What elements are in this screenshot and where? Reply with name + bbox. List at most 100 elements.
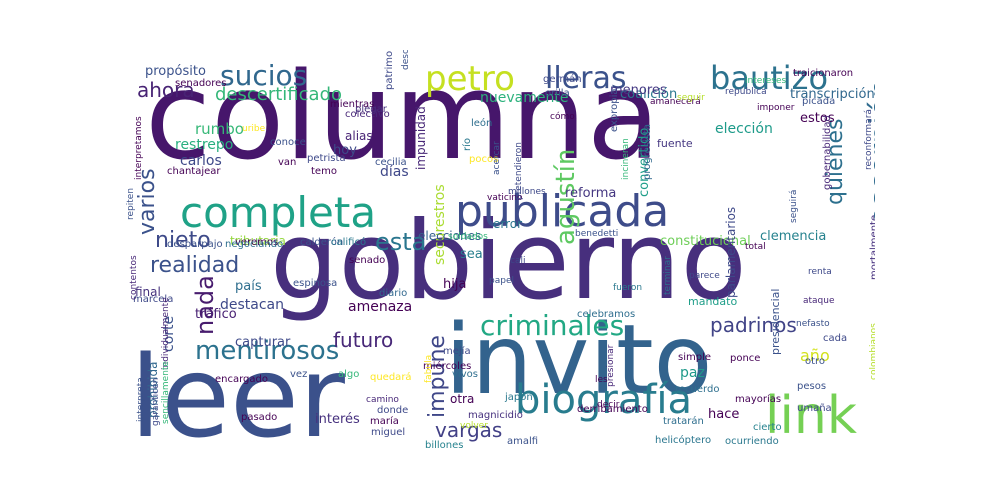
- word: traicionaron: [793, 68, 854, 79]
- word: intereses: [745, 76, 787, 86]
- word: acercar: [492, 141, 502, 175]
- word: colombianos: [869, 323, 875, 380]
- word: terminar: [663, 256, 673, 295]
- word: incineran: [621, 138, 631, 180]
- word: otro: [805, 356, 826, 367]
- word: tratarán: [663, 416, 704, 427]
- word: días: [380, 164, 409, 180]
- word: papel: [489, 276, 514, 286]
- word: pesos: [797, 381, 827, 392]
- word: seguirá: [789, 189, 799, 223]
- word: germán: [543, 74, 582, 85]
- word: benedetti: [575, 229, 619, 239]
- word: hoy: [333, 143, 357, 158]
- word: leer: [130, 333, 345, 450]
- word: mentirosos: [195, 336, 340, 366]
- word: derribamiento: [577, 404, 648, 415]
- word: biografía: [515, 377, 693, 423]
- word: sencillamente: [161, 361, 171, 424]
- word: restrepo: [175, 137, 234, 153]
- word: uribe: [242, 124, 266, 134]
- word: ataque: [803, 296, 835, 306]
- word: veremos: [235, 237, 279, 248]
- word: león: [471, 118, 493, 129]
- word: cómo: [550, 112, 575, 122]
- word: progresista: [642, 124, 653, 180]
- word: destacan: [220, 297, 285, 313]
- word: negociando: [225, 239, 284, 250]
- word: vaticino: [487, 193, 523, 203]
- word: vez: [290, 369, 308, 380]
- word: link: [765, 386, 857, 446]
- word: colectivo: [345, 109, 390, 120]
- word: espinosa: [293, 278, 338, 289]
- word: otra: [450, 392, 475, 406]
- word: sucios: [220, 59, 308, 92]
- word: imponer: [757, 103, 795, 113]
- word: esta: [375, 228, 427, 256]
- word: cada: [823, 333, 848, 344]
- word: presionar: [606, 344, 616, 387]
- word: ahora: [137, 78, 195, 102]
- word: pasado: [241, 412, 278, 423]
- word: mientras: [330, 99, 375, 110]
- word: temo: [311, 166, 337, 177]
- word: padrinos: [710, 313, 797, 337]
- word: bautizo: [710, 59, 829, 97]
- word: tributaria: [230, 234, 286, 248]
- word: marcela: [133, 294, 174, 305]
- word: fueron: [613, 283, 643, 293]
- word: interés: [315, 412, 360, 427]
- word: gobernabilidad: [822, 115, 833, 190]
- word: menores: [610, 83, 667, 98]
- word: renta: [808, 267, 832, 277]
- word: interpreta: [136, 377, 146, 422]
- word: criminales: [480, 309, 625, 342]
- word: chantajear: [167, 166, 221, 177]
- word: picada: [802, 96, 836, 107]
- word: simple: [678, 352, 712, 363]
- word: donde: [377, 405, 409, 416]
- word: calificó: [331, 237, 367, 248]
- word: capturar: [235, 335, 291, 350]
- word: petro: [425, 59, 515, 99]
- word: descaradamente: [401, 50, 411, 70]
- word: calderón: [300, 237, 344, 248]
- word: clemencia: [760, 229, 827, 244]
- word: garanticen: [151, 377, 161, 426]
- word: alias: [345, 129, 373, 143]
- word: elección: [715, 121, 773, 137]
- word: río: [462, 137, 473, 151]
- word: mejía: [443, 346, 471, 357]
- word: elecciones: [418, 229, 482, 243]
- word: vivos: [452, 369, 478, 380]
- word: billones: [425, 440, 464, 451]
- word: reconformará: [864, 109, 874, 170]
- word: desparpajo: [167, 239, 223, 250]
- word: ponce: [730, 353, 761, 364]
- word: nada: [191, 275, 219, 335]
- word: miércoles: [423, 361, 472, 372]
- word: coalición: [620, 87, 678, 102]
- word: ocurriendo: [725, 436, 779, 447]
- word: total: [745, 242, 766, 252]
- word: volver: [460, 421, 488, 431]
- word: conoce: [270, 137, 306, 148]
- word: nefasto: [796, 319, 830, 329]
- word: maría: [370, 416, 399, 427]
- word: miguel: [371, 427, 406, 438]
- word: descertificado: [215, 84, 343, 105]
- word: celebramos: [577, 309, 636, 320]
- word: magnicidio: [468, 410, 523, 421]
- word: soldados: [448, 232, 488, 242]
- word: cecilia: [375, 157, 407, 168]
- word: tráfico: [195, 307, 237, 322]
- word: seguir: [677, 93, 705, 103]
- word: individualmente: [161, 297, 171, 370]
- word: senado: [349, 255, 386, 266]
- word: nieto: [155, 228, 211, 253]
- word: mandato: [688, 295, 738, 308]
- word: invito: [445, 304, 713, 416]
- word: japón: [505, 392, 533, 403]
- word: columna: [145, 50, 661, 187]
